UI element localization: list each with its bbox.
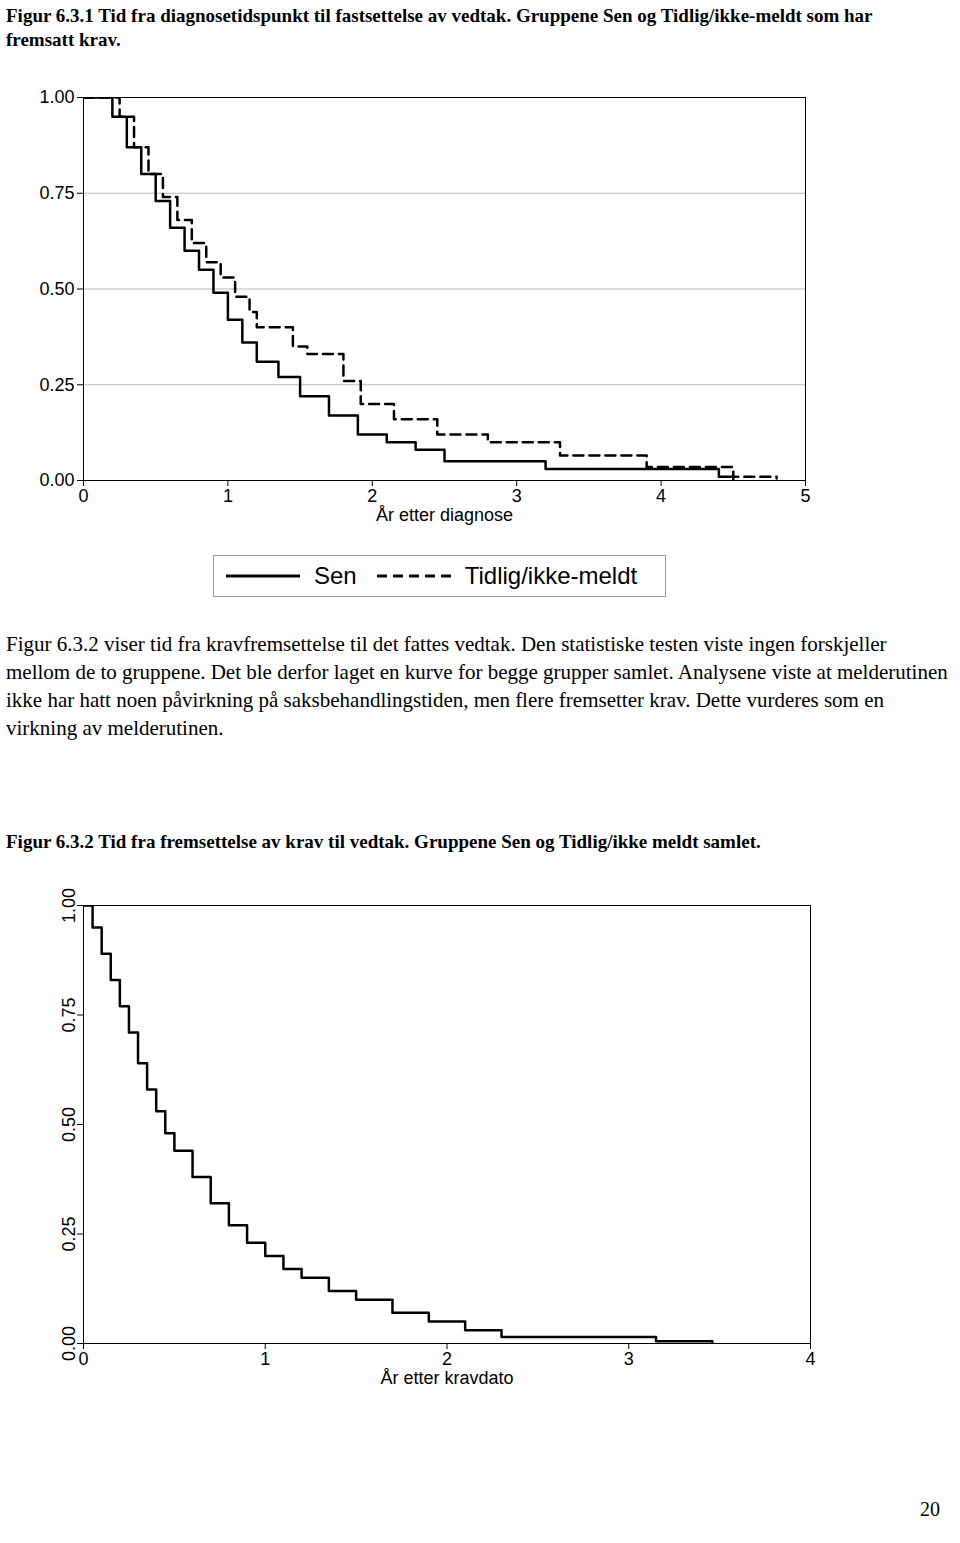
svg-text:3: 3: [512, 486, 522, 506]
svg-text:1.00: 1.00: [39, 87, 74, 107]
svg-text:0: 0: [78, 1349, 88, 1369]
svg-text:År etter kravdato: År etter kravdato: [380, 1368, 513, 1388]
svg-text:0.75: 0.75: [59, 997, 79, 1032]
html-text:Figur 6.3.2 viser tid fra krav: Figur 6.3.2 viser tid fra kravfremsettel…: [6, 632, 948, 740]
html-text:Figur 6.3.2 Tid fra fremsettel: Figur 6.3.2 Tid fra fremsettelse av krav…: [6, 831, 761, 852]
svg-text:0.00: 0.00: [59, 1326, 79, 1361]
svg-text:1: 1: [223, 486, 233, 506]
svg-text:0.50: 0.50: [39, 279, 74, 299]
svg-text:1: 1: [260, 1349, 270, 1369]
svg-text:0.50: 0.50: [59, 1107, 79, 1142]
svg-text:2: 2: [442, 1349, 452, 1369]
svg-text:0.75: 0.75: [39, 183, 74, 203]
html-text:Sen: Sen: [314, 562, 357, 589]
svg-text:0.25: 0.25: [39, 375, 74, 395]
svg-text:0.00: 0.00: [39, 470, 74, 490]
svg-text:1.00: 1.00: [59, 888, 79, 923]
svg-text:4: 4: [656, 486, 666, 506]
svg-text:5: 5: [800, 486, 810, 506]
html-text:Figur 6.3.1 Tid fra diagnoseti: Figur 6.3.1 Tid fra diagnosetidspunkt ti…: [6, 5, 873, 50]
svg-text:2: 2: [367, 486, 377, 506]
svg-text:4: 4: [805, 1349, 815, 1369]
svg-text:3: 3: [624, 1349, 634, 1369]
html-text:Tidlig/ikke-meldt: Tidlig/ikke-meldt: [464, 562, 638, 589]
svg-text:0: 0: [78, 486, 88, 506]
svg-text:0.25: 0.25: [59, 1216, 79, 1251]
html-text:20: 20: [920, 1498, 940, 1520]
svg-text:År etter diagnose: År etter diagnose: [376, 505, 513, 525]
